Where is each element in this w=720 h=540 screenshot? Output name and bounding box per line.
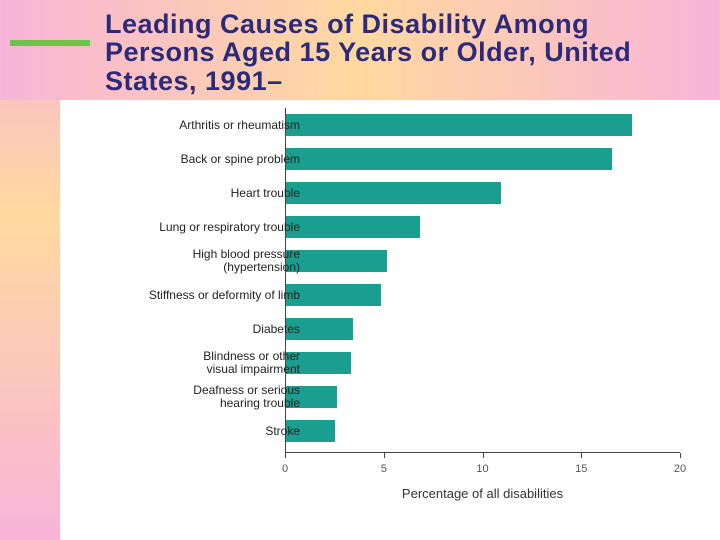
bar <box>286 114 632 136</box>
x-tick <box>483 453 484 458</box>
x-tick-label: 10 <box>468 463 498 475</box>
x-tick-label: 5 <box>369 463 399 475</box>
x-tick <box>384 453 385 458</box>
slide: Leading Causes of Disability Among Perso… <box>0 0 720 540</box>
x-tick <box>285 453 286 458</box>
accent-bar <box>10 40 90 46</box>
x-tick-label: 20 <box>665 463 695 475</box>
category-label: Blindness or other visual impairment <box>80 350 300 376</box>
category-label: Heart trouble <box>80 187 300 200</box>
x-axis-title: Percentage of all disabilities <box>285 486 680 501</box>
category-label: Deafness or serious hearing trouble <box>80 384 300 410</box>
bar <box>286 182 501 204</box>
category-label: Back or spine problem <box>80 153 300 166</box>
page-title: Leading Causes of Disability Among Perso… <box>105 10 695 95</box>
bar <box>286 284 381 306</box>
category-label: Arthritis or rheumatism <box>80 119 300 132</box>
plot-area: 05101520 Percentage of all disabilities <box>285 108 680 453</box>
category-label: Lung or respiratory trouble <box>80 221 300 234</box>
bar <box>286 216 420 238</box>
chart-panel: 05101520 Percentage of all disabilities … <box>60 100 700 520</box>
x-tick <box>581 453 582 458</box>
category-label: Stiffness or deformity of limb <box>80 289 300 302</box>
bar <box>286 148 612 170</box>
bar <box>286 250 387 272</box>
x-tick-label: 0 <box>270 463 300 475</box>
category-label: Diabetes <box>80 323 300 336</box>
x-tick-label: 15 <box>566 463 596 475</box>
x-tick <box>680 453 681 458</box>
category-label: Stroke <box>80 425 300 438</box>
category-label: High blood pressure (hypertension) <box>80 248 300 274</box>
